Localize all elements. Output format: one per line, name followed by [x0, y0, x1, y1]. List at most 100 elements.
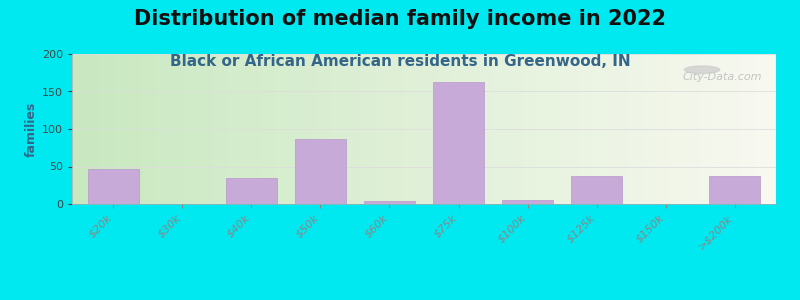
Bar	[326, 54, 333, 204]
Bar	[368, 54, 374, 204]
Text: Distribution of median family income in 2022: Distribution of median family income in …	[134, 9, 666, 29]
Bar	[72, 54, 79, 204]
Bar	[452, 54, 459, 204]
Bar	[403, 54, 410, 204]
Bar	[720, 54, 726, 204]
Bar	[311, 54, 318, 204]
Bar	[650, 54, 656, 204]
Bar	[748, 54, 755, 204]
Bar	[86, 54, 93, 204]
Bar	[734, 54, 741, 204]
Bar	[226, 178, 278, 204]
Bar	[502, 54, 509, 204]
Bar	[417, 54, 424, 204]
Bar	[128, 54, 135, 204]
Bar	[614, 54, 621, 204]
Bar	[474, 54, 480, 204]
Bar	[248, 54, 255, 204]
Bar	[304, 54, 311, 204]
Bar	[114, 54, 122, 204]
Bar	[206, 54, 213, 204]
Bar	[550, 54, 558, 204]
Bar	[635, 54, 642, 204]
Bar	[354, 54, 361, 204]
Bar	[374, 54, 382, 204]
Bar	[572, 54, 579, 204]
Bar	[663, 54, 670, 204]
Bar	[157, 54, 163, 204]
Bar	[586, 54, 593, 204]
Circle shape	[685, 66, 720, 74]
Bar	[135, 54, 142, 204]
Bar	[333, 54, 339, 204]
Bar	[530, 54, 537, 204]
Bar	[537, 54, 544, 204]
Bar	[565, 54, 572, 204]
Bar	[480, 54, 487, 204]
Bar	[87, 169, 139, 204]
Bar	[142, 54, 150, 204]
Bar	[410, 54, 417, 204]
Bar	[150, 54, 157, 204]
Bar	[494, 54, 502, 204]
Bar	[515, 54, 522, 204]
Bar	[755, 54, 762, 204]
Bar	[502, 200, 554, 204]
Bar	[621, 54, 628, 204]
Bar	[122, 54, 128, 204]
Bar	[290, 54, 298, 204]
Bar	[79, 54, 86, 204]
Bar	[170, 54, 178, 204]
Bar	[509, 54, 515, 204]
Bar	[389, 54, 396, 204]
Bar	[691, 54, 698, 204]
Bar	[685, 54, 691, 204]
Bar	[678, 54, 685, 204]
Bar	[364, 201, 415, 204]
Bar	[234, 54, 241, 204]
Bar	[579, 54, 586, 204]
Bar	[593, 54, 600, 204]
Bar	[438, 54, 445, 204]
Bar	[283, 54, 290, 204]
Bar	[255, 54, 262, 204]
Bar	[298, 54, 304, 204]
Bar	[346, 54, 354, 204]
Bar	[93, 54, 100, 204]
Y-axis label: families: families	[25, 101, 38, 157]
Bar	[522, 54, 530, 204]
Bar	[709, 176, 761, 204]
Bar	[544, 54, 550, 204]
Bar	[706, 54, 713, 204]
Bar	[459, 54, 466, 204]
Bar	[445, 54, 452, 204]
Bar	[698, 54, 706, 204]
Bar	[466, 54, 474, 204]
Bar	[396, 54, 403, 204]
Bar	[339, 54, 346, 204]
Bar	[570, 176, 622, 204]
Bar	[198, 54, 206, 204]
Bar	[670, 54, 678, 204]
Bar	[607, 54, 614, 204]
Bar	[100, 54, 107, 204]
Bar	[769, 54, 776, 204]
Bar	[726, 54, 734, 204]
Bar	[269, 54, 276, 204]
Bar	[276, 54, 283, 204]
Bar	[262, 54, 269, 204]
Text: City-Data.com: City-Data.com	[682, 72, 762, 82]
Bar	[163, 54, 170, 204]
Bar	[241, 54, 248, 204]
Bar	[558, 54, 565, 204]
Bar	[361, 54, 368, 204]
Bar	[220, 54, 227, 204]
Bar	[192, 54, 198, 204]
Bar	[433, 82, 484, 204]
Bar	[185, 54, 192, 204]
Bar	[431, 54, 438, 204]
Bar	[213, 54, 220, 204]
Text: Black or African American residents in Greenwood, IN: Black or African American residents in G…	[170, 54, 630, 69]
Bar	[713, 54, 720, 204]
Bar	[227, 54, 234, 204]
